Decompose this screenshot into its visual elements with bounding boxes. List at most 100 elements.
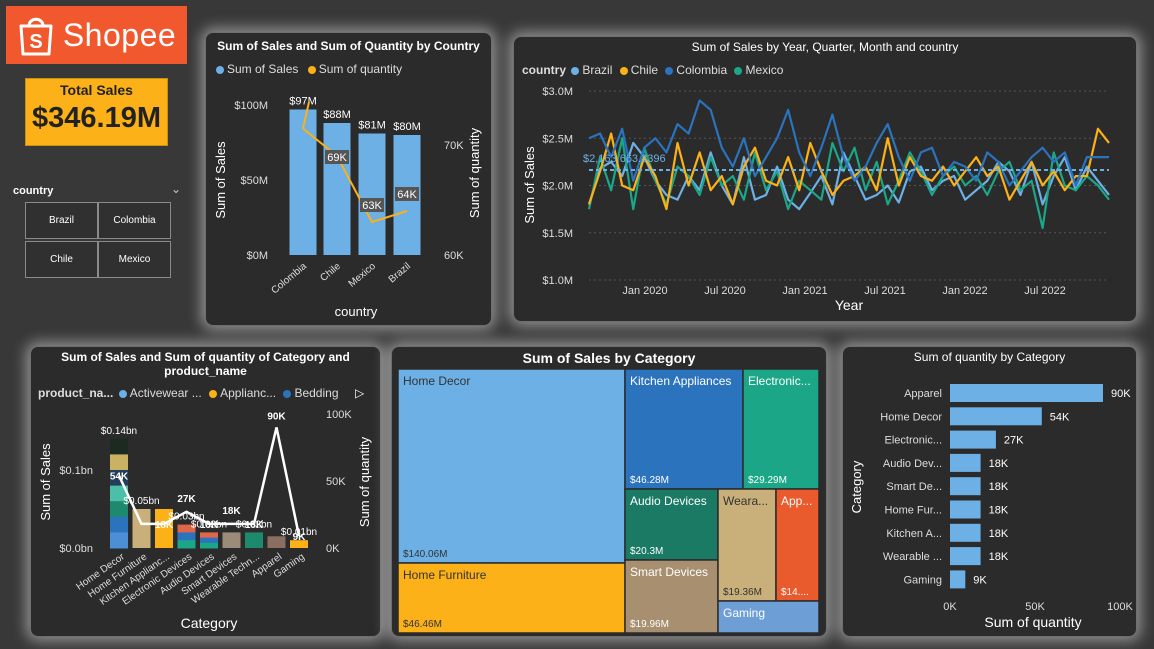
bar-smart-devices [222,532,241,548]
category-label: Home Fur... [885,505,942,517]
country-chart-card: Sum of Sales and Sum of Quantity by Coun… [205,32,492,326]
sales-data-label: $81M [358,120,386,132]
y2-axis-title: Sum of quantity [357,436,372,527]
treemap-value: $20.3M [630,546,663,557]
slicer-title: country [13,185,54,197]
treemap-value: $19.96M [630,619,669,630]
trend-legend-title: country [522,63,567,77]
bar-electronic [950,430,996,449]
quantity-chart-title: Sum of quantity by Category [913,350,1066,364]
treemap-value: $14.... [781,587,809,598]
treemap-svg: Home Decor $140.06M Home Furniture $46.46M K… [397,368,820,634]
y2-tick-label: 100K [326,409,352,421]
legend-quantity: Sum of quantity [318,62,403,76]
treemap-label: Audio Devices [630,494,707,508]
category-product-card: Sum of Sales and Sum of quantity of Cate… [30,346,381,637]
legend-chile: Chile [630,63,659,77]
y2-tick-label: 0K [326,543,340,555]
bar-wearable [950,547,981,566]
y-axis-title: Sum of Sales [38,443,53,521]
bar-segment-electronic-devices [177,540,196,549]
legend-dot-bedding [283,389,292,398]
y-tick-label: $0M [247,250,268,262]
category-label: Home Decor [880,411,942,423]
x-tick-label: Jan 2020 [622,285,667,297]
chevron-down-icon[interactable]: ⌄ [171,182,182,196]
bar-data-label: 27K [1004,435,1024,447]
kpi-value: $346.19M [32,102,161,134]
quantity-label-bg [360,198,384,212]
category-label: Audio Dev... [883,458,942,470]
legend-mexico: Mexico [745,63,784,77]
quantity-label-bg [325,150,349,164]
quantity-data-label: 9K [293,532,307,543]
sales-data-label: $0.05bn [123,496,159,507]
bar-gaming [950,570,966,589]
svg-text:S: S [29,31,42,53]
slicer-option-mexico[interactable]: Mexico [98,241,171,278]
bar-segment-audio-devices [200,537,218,544]
x-tick-label: Jan 2022 [942,285,987,297]
quantity-chart-svg: Apparel 90K Home Decor 54K Electronic... 27K A… [849,384,1134,630]
y-axis-title: Category [849,460,864,513]
x-tick-label: Jul 2022 [1024,285,1066,297]
x-tick-label: Jul 2021 [864,285,906,297]
legend-sales: Sum of Sales [227,62,299,76]
category-label: Gaming [903,574,942,586]
bar-kitchen-applianc [155,509,173,548]
legend-next-icon[interactable]: ▷ [355,386,365,400]
y-tick-label: $100M [234,100,268,112]
treemap-value: $29.29M [748,475,787,486]
y-tick-label: $0.1bn [59,465,93,477]
bar-chile [323,123,351,255]
y-tick-label: $50M [240,175,268,187]
bar-apparel [267,536,286,548]
slicer-option-colombia[interactable]: Colombia [98,202,171,239]
quantity-data-label: 18K [155,520,174,531]
category-product-title: Sum of Sales and Sum of quantity of Cate… [61,350,350,378]
legend-dot-mexico [734,66,743,75]
legend-dot-activewear [118,389,127,398]
y-tick-label: $3.0M [542,86,573,98]
treemap-value: $140.06M [403,549,447,560]
bar-data-label: 18K [989,528,1009,540]
bar-data-label: 90K [1111,388,1131,400]
legend-dot-brazil [571,66,580,75]
category-product-svg: $0.0bn $0.1bn 0K 50K 100K Sum of Sales Sum of … [38,409,372,631]
sales-data-label: $97M [289,96,317,108]
legend-dot-appliances [209,389,218,398]
treemap-label: Home Decor [403,374,470,388]
treemap-label: Home Furniture [403,568,487,582]
sales-data-label: $0.03bn [168,512,204,523]
treemap-tile-app [775,488,820,602]
quantity-data-label: 54K [110,472,129,483]
bar-home-fur [950,500,981,519]
x-tick-label: Chile [318,261,343,284]
country-chart-legend: Sum of Sales Sum of quantity [214,62,402,76]
treemap-value: $19.36M [723,587,762,598]
treemap-tile-home-furniture [397,562,626,634]
y2-tick-label: 70K [444,140,464,152]
x-tick-label: Mexico [347,261,379,290]
legend-dot-chile [619,66,628,75]
bar-data-label: 9K [973,574,987,586]
bar-segment-electronic-devices [177,524,196,533]
bar-data-label: 18K [989,481,1009,493]
brand-name: Shopee [62,16,177,53]
bar-smart-de [950,477,981,496]
sales-data-label: $0.14bn [101,426,137,437]
shopee-logo: S Shopee [6,6,187,64]
treemap-value: $46.46M [403,619,442,630]
country-chart-svg: $0M $50M $100M 60K 70K Sum of Sales Sum of qua… [213,96,482,320]
slicer-option-brazil[interactable]: Brazil [25,202,98,239]
slicer-option-chile[interactable]: Chile [25,241,98,278]
treemap-label: Smart Devices [630,565,708,579]
treemap-label: Gaming [723,606,765,620]
legend-activewear: Activewear ... [129,386,202,400]
x-tick-label: 100K [1107,601,1133,613]
legend-appliances: Applianc... [220,386,277,400]
bar-segment-home-decor [110,485,128,502]
bar-segment-home-decor [110,532,128,549]
bar-apparel [950,384,1103,402]
quantity-data-label: 27K [177,494,196,505]
